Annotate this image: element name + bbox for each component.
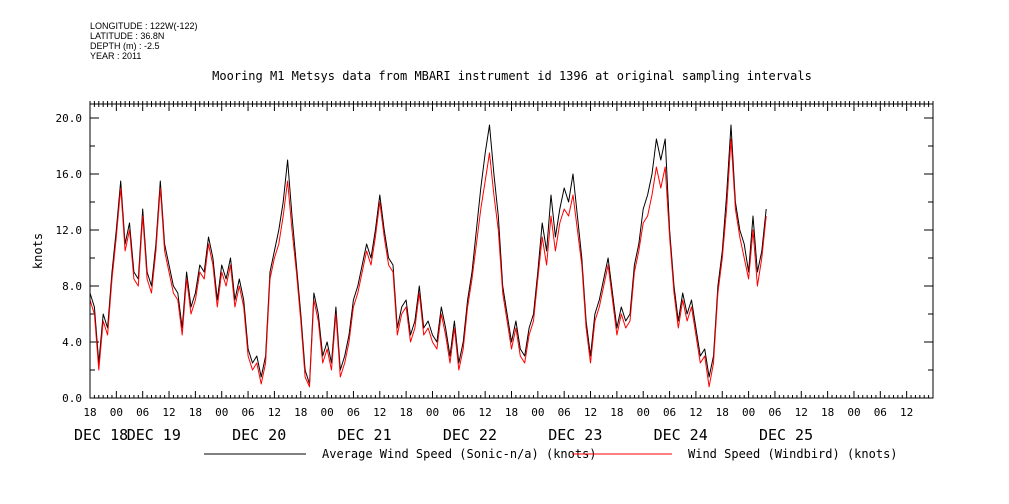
x-tick-label: 06 (347, 406, 360, 419)
y-tick-label: 16.0 (56, 168, 83, 181)
y-tick-label: 0.0 (62, 392, 82, 405)
legend-label-windbird: Wind Speed (Windbird) (knots) (688, 447, 898, 461)
x-tick-label: 00 (637, 406, 650, 419)
x-date-label: DEC 18 (74, 426, 128, 444)
series-lines (89, 124, 767, 388)
x-tick-label: 06 (663, 406, 676, 419)
chart-title: Mooring M1 Metsys data from MBARI instru… (212, 69, 812, 83)
x-tick-label: 18 (716, 406, 729, 419)
x-date-label: DEC 22 (443, 426, 497, 444)
latitude-text: LATITUDE : 36.8N (90, 31, 165, 41)
x-date-label: DEC 23 (548, 426, 602, 444)
x-tick-label: 12 (900, 406, 913, 419)
legend-label-sonic: Average Wind Speed (Sonic-n/a) (knots) (322, 447, 597, 461)
x-tick-label: 06 (241, 406, 254, 419)
x-tick-label: 18 (189, 406, 202, 419)
x-tick-label: 00 (847, 406, 860, 419)
x-date-label: DEC 24 (654, 426, 708, 444)
y-axis-label: knots (31, 233, 45, 269)
x-date-label: DEC 21 (337, 426, 391, 444)
x-tick-label: 18 (505, 406, 518, 419)
x-tick-label: 12 (479, 406, 492, 419)
x-tick-label: 18 (83, 406, 96, 419)
x-tick-label: 12 (268, 406, 281, 419)
longitude-text: LONGITUDE : 122W(-122) (90, 21, 198, 31)
x-tick-label: 00 (320, 406, 333, 419)
x-tick-label: 00 (426, 406, 439, 419)
axis-ticks: 0.0 4.0 8.0 12.0 16.0 20.0 18 00 06 12 18 00 06 12 18 0… (56, 101, 934, 444)
x-tick-label: 12 (162, 406, 175, 419)
y-tick-label: 8.0 (62, 280, 82, 293)
x-tick-label: 00 (531, 406, 544, 419)
x-tick-label: 06 (558, 406, 571, 419)
x-tick-label: 06 (874, 406, 887, 419)
x-tick-label: 12 (795, 406, 808, 419)
x-tick-label: 06 (452, 406, 465, 419)
year-text: YEAR : 2011 (90, 51, 142, 61)
station-metadata: LONGITUDE : 122W(-122) LATITUDE : 36.8N … (90, 21, 198, 61)
y-tick-label: 12.0 (56, 224, 83, 237)
x-tick-label: 18 (821, 406, 834, 419)
x-date-label: DEC 19 (127, 426, 181, 444)
x-tick-label: 18 (400, 406, 413, 419)
x-tick-label: 00 (110, 406, 123, 419)
x-tick-label: 00 (215, 406, 228, 419)
x-tick-label: 00 (742, 406, 755, 419)
x-date-label: DEC 20 (232, 426, 286, 444)
x-tick-label: 12 (689, 406, 702, 419)
series-line-windbird (89, 138, 767, 388)
plot-frame (89, 103, 934, 399)
legend: Average Wind Speed (Sonic-n/a) (knots) W… (204, 447, 898, 461)
depth-text: DEPTH (m) : -2.5 (90, 41, 160, 51)
x-tick-label: 06 (136, 406, 149, 419)
x-tick-label: 12 (373, 406, 386, 419)
series-line-sonic (89, 124, 767, 385)
x-tick-label: 06 (768, 406, 781, 419)
x-date-label: DEC 25 (759, 426, 813, 444)
x-tick-label: 18 (294, 406, 307, 419)
x-tick-label: 12 (584, 406, 597, 419)
y-tick-label: 4.0 (62, 336, 82, 349)
x-tick-label: 18 (610, 406, 623, 419)
y-tick-label: 20.0 (56, 112, 83, 125)
